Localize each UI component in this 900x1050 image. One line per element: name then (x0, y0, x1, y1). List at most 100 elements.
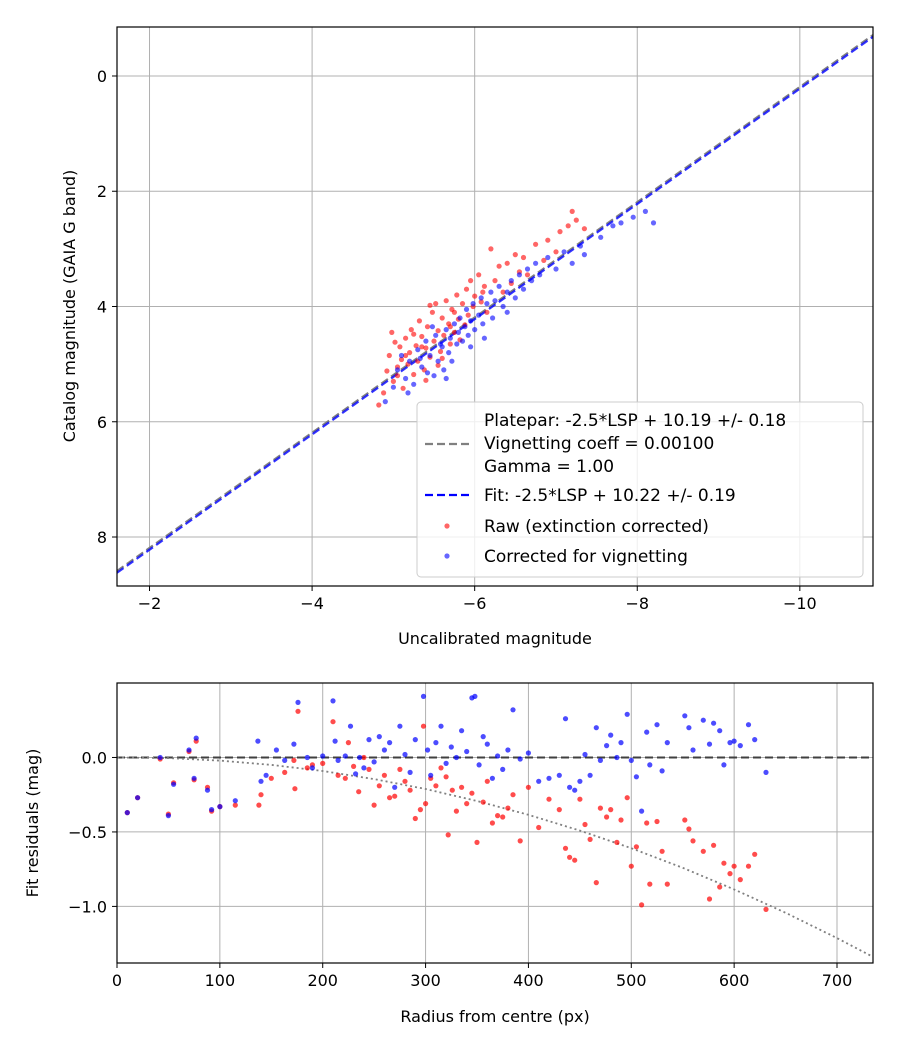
data-point (608, 732, 614, 738)
bottom-lines (116, 756, 874, 958)
data-point (510, 792, 516, 798)
data-point (295, 708, 301, 714)
data-point (480, 321, 486, 327)
bottom-points (124, 693, 769, 913)
data-point (309, 765, 315, 771)
data-point (553, 266, 559, 272)
data-point (711, 720, 717, 726)
data-point (569, 208, 575, 214)
data-point (193, 735, 199, 741)
data-point (411, 331, 417, 337)
data-point (413, 343, 419, 349)
data-point (737, 743, 743, 749)
data-point (700, 848, 706, 854)
data-point (304, 765, 310, 771)
data-point (706, 741, 713, 747)
data-point (441, 332, 447, 338)
data-point (567, 854, 573, 860)
data-point (512, 252, 518, 258)
data-point (443, 774, 449, 780)
data-point (504, 260, 510, 266)
data-point (618, 220, 624, 226)
data-point (618, 817, 624, 823)
data-point (700, 717, 706, 723)
data-point (357, 754, 363, 761)
data-point (529, 278, 535, 284)
legend-raw-label: Raw (extinction corrected) (484, 517, 709, 537)
data-point (624, 795, 630, 801)
data-point (520, 254, 527, 261)
data-point (524, 272, 531, 278)
legend-fit-label: Fit: -2.5*LSP + 10.22 +/- 0.19 (484, 486, 736, 506)
data-point (342, 775, 348, 781)
x-tick-label: 200 (307, 971, 338, 990)
data-point (431, 338, 437, 344)
data-point (381, 390, 387, 396)
data-point (489, 820, 495, 826)
data-point (459, 784, 465, 790)
data-point (371, 802, 377, 808)
data-point (381, 772, 387, 778)
data-point (423, 345, 429, 351)
data-point (462, 324, 468, 330)
data-point (480, 734, 486, 740)
data-point (438, 765, 444, 771)
data-point (437, 348, 444, 355)
data-point (459, 728, 465, 734)
x-tick-label: 600 (719, 971, 750, 990)
data-point (407, 769, 413, 776)
data-point (706, 896, 713, 902)
data-point (624, 711, 630, 717)
data-point (381, 747, 387, 753)
data-point (481, 283, 487, 289)
data-point (597, 805, 604, 811)
x-tick-label: −2 (138, 594, 162, 613)
data-point (484, 741, 490, 747)
data-point (745, 722, 752, 728)
data-point (366, 766, 372, 773)
bottom-axes-frame (116, 682, 874, 964)
data-point (763, 769, 769, 776)
x-tick-label: −6 (463, 594, 487, 613)
data-point (690, 747, 696, 753)
data-point (397, 344, 403, 350)
data-point (463, 306, 470, 312)
data-point (416, 318, 422, 324)
data-point (610, 223, 616, 229)
data-point (630, 214, 636, 220)
data-point (737, 877, 743, 883)
data-point (438, 723, 444, 729)
data-point (433, 783, 439, 789)
data-point (389, 329, 395, 335)
data-point (273, 747, 279, 753)
data-point (446, 350, 452, 356)
data-point (165, 813, 171, 819)
data-point (258, 792, 264, 798)
data-point (457, 315, 463, 321)
data-point (443, 298, 449, 304)
data-point (468, 318, 474, 324)
data-point (407, 787, 413, 793)
data-point (484, 301, 490, 307)
data-point (445, 832, 451, 838)
data-point (384, 368, 390, 374)
data-point (520, 286, 527, 292)
data-point (500, 766, 506, 773)
y-tick-label: 0.0 (82, 748, 107, 767)
data-point (256, 802, 262, 808)
data-point (489, 775, 495, 781)
data-point (581, 252, 588, 258)
legend-box (416, 401, 864, 578)
data-point (411, 371, 417, 378)
data-point (488, 289, 494, 295)
data-point (320, 760, 326, 767)
data-point (419, 364, 425, 370)
data-point (633, 774, 640, 780)
data-point (556, 807, 562, 813)
data-point (537, 272, 543, 278)
legend-platepar-line1: Platepar: -2.5*LSP + 10.19 +/- 0.18 (484, 411, 786, 431)
data-point (561, 249, 567, 255)
data-point (633, 844, 640, 850)
data-point (682, 817, 688, 823)
data-point (453, 808, 459, 814)
